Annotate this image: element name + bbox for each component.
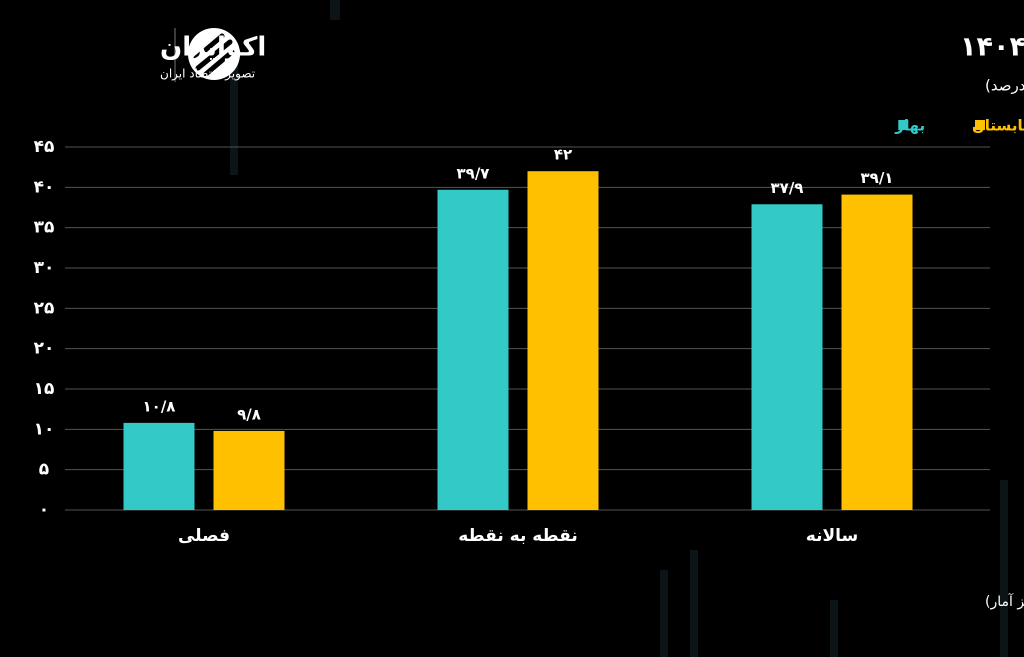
chart-title: تورم تولیدکننده بخش خدمات در تابستان ۱۴۰… xyxy=(960,32,1024,63)
y-tick-label: ۲۵ xyxy=(34,298,55,318)
y-tick-label: ۴۰ xyxy=(34,177,55,197)
x-tick-label: نقطه به نقطه xyxy=(458,526,578,546)
logo-name: اکوایران xyxy=(160,33,266,63)
y-tick-label: ۱۵ xyxy=(34,379,55,399)
value-label: ۱۰/۸ xyxy=(143,397,176,415)
bar xyxy=(841,194,913,511)
y-tick-label: ۴۵ xyxy=(34,137,55,157)
legend-swatch xyxy=(898,120,909,130)
y-tick-label: ۳۵ xyxy=(34,218,55,238)
y-tick-label: ۱۰ xyxy=(34,419,55,439)
source: (منبع: مرکز آمار) xyxy=(985,593,1024,610)
decor xyxy=(230,0,1008,657)
bar xyxy=(527,171,599,510)
chart-subtitle: (واحد: درصد) xyxy=(985,77,1024,95)
value-label: ۴۲ xyxy=(554,146,572,164)
bar xyxy=(123,422,195,510)
value-label: ۳۷/۹ xyxy=(771,179,804,197)
bar xyxy=(437,189,509,510)
logo-tagline: تصویر اقتصاد ایران xyxy=(160,67,255,82)
logo-icon xyxy=(188,28,240,80)
y-tick-label: ۵ xyxy=(39,460,49,480)
value-label: ۳۹/۷ xyxy=(457,164,490,182)
legend-swatch xyxy=(975,120,985,130)
y-tick-label: ۰ xyxy=(39,500,49,520)
value-label: ۹/۸ xyxy=(237,405,261,423)
legend-label: تابستان xyxy=(972,117,1024,135)
y-tick-label: ۲۰ xyxy=(34,339,55,359)
x-tick-label: سالانه xyxy=(806,526,858,546)
value-label: ۳۹/۱ xyxy=(861,169,894,187)
bar xyxy=(213,430,285,510)
x-tick-label: فصلی xyxy=(178,526,230,546)
legend-label: بهار xyxy=(894,117,925,135)
bar xyxy=(751,204,823,511)
y-tick-label: ۳۰ xyxy=(34,258,55,278)
